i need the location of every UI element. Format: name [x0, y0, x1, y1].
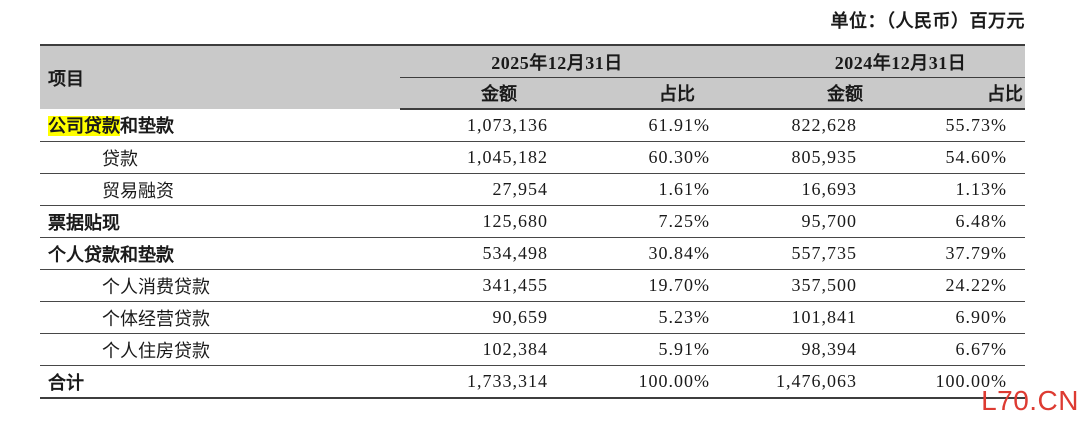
pct-2024-cell: 54.60%	[866, 141, 1025, 174]
row-label: 公司贷款和垫款	[40, 109, 400, 142]
pct-2024-cell: 37.79%	[866, 237, 1025, 270]
amount-2025-cell: 341,455	[400, 269, 556, 302]
table-row-trade-finance: 贸易融资 27,954 1.61% 16,693 1.13%	[40, 173, 1025, 206]
column-header-pct-2024: 占比	[866, 77, 1025, 110]
table-row-total: 合计 1,733,314 100.00% 1,476,063 100.00%	[40, 365, 1025, 399]
pct-2025-cell: 30.84%	[556, 237, 714, 270]
table-header: 项目 2025年12月31日 2024年12月31日 金额 占比 金额 占比	[40, 45, 1025, 110]
row-label: 个人消费贷款	[40, 269, 400, 302]
amount-2024-cell: 101,841	[714, 301, 866, 334]
row-label-rest: 和垫款	[120, 116, 174, 136]
pct-2024-cell: 1.13%	[866, 173, 1025, 206]
amount-2024-cell: 16,693	[714, 173, 866, 206]
row-label: 贸易融资	[40, 173, 400, 206]
amount-2024-cell: 557,735	[714, 237, 866, 270]
amount-2024-cell: 1,476,063	[714, 365, 866, 399]
pct-2024-cell: 6.90%	[866, 301, 1025, 334]
amount-2024-cell: 95,700	[714, 205, 866, 238]
table-row-personal-loans: 个人贷款和垫款 534,498 30.84% 557,735 37.79%	[40, 237, 1025, 270]
row-label: 个体经营贷款	[40, 301, 400, 334]
pct-2025-cell: 1.61%	[556, 173, 714, 206]
column-group-2024: 2024年12月31日	[714, 45, 1025, 78]
amount-2024-cell: 98,394	[714, 333, 866, 366]
amount-2025-cell: 1,733,314	[400, 365, 556, 399]
row-label: 票据贴现	[40, 205, 400, 238]
pct-2024-cell: 6.67%	[866, 333, 1025, 366]
loans-table: 项目 2025年12月31日 2024年12月31日 金额 占比 金额 占比 公…	[40, 44, 1025, 399]
amount-2025-cell: 90,659	[400, 301, 556, 334]
row-label: 贷款	[40, 141, 400, 174]
unit-label: 单位：（人民币）百万元	[830, 11, 1025, 31]
amount-2025-cell: 1,073,136	[400, 109, 556, 142]
column-group-2025: 2025年12月31日	[400, 45, 714, 78]
amount-2024-cell: 805,935	[714, 141, 866, 174]
amount-2025-cell: 1,045,182	[400, 141, 556, 174]
pct-2025-cell: 5.91%	[556, 333, 714, 366]
pct-2024-cell: 24.22%	[866, 269, 1025, 302]
pct-2025-cell: 7.25%	[556, 205, 714, 238]
column-header-pct-2025: 占比	[556, 77, 714, 110]
column-header-item: 项目	[40, 45, 400, 109]
table-row-loans: 贷款 1,045,182 60.30% 805,935 54.60%	[40, 141, 1025, 174]
amount-2025-cell: 534,498	[400, 237, 556, 270]
column-header-amount-2025: 金额	[400, 77, 556, 110]
row-label: 合计	[40, 365, 400, 399]
pct-2025-cell: 100.00%	[556, 365, 714, 399]
amount-2025-cell: 125,680	[400, 205, 556, 238]
highlighted-text: 公司贷款	[48, 116, 120, 136]
pct-2024-cell: 6.48%	[866, 205, 1025, 238]
pct-2025-cell: 61.91%	[556, 109, 714, 142]
amount-2025-cell: 102,384	[400, 333, 556, 366]
row-label: 个人住房贷款	[40, 333, 400, 366]
amount-2025-cell: 27,954	[400, 173, 556, 206]
pct-2025-cell: 19.70%	[556, 269, 714, 302]
watermark: L70.CN	[981, 385, 1079, 416]
pct-2024-cell: 100.00%	[866, 365, 1025, 399]
table-row-bill-discounting: 票据贴现 125,680 7.25% 95,700 6.48%	[40, 205, 1025, 238]
row-label: 个人贷款和垫款	[40, 237, 400, 270]
table-row-individual-business: 个体经营贷款 90,659 5.23% 101,841 6.90%	[40, 301, 1025, 334]
column-header-amount-2024: 金额	[714, 77, 866, 110]
table-row-personal-housing: 个人住房贷款 102,384 5.91% 98,394 6.67%	[40, 333, 1025, 366]
amount-2024-cell: 357,500	[714, 269, 866, 302]
pct-2025-cell: 60.30%	[556, 141, 714, 174]
table-row-corporate-loans: 公司贷款和垫款 1,073,136 61.91% 822,628 55.73%	[40, 109, 1025, 142]
pct-2025-cell: 5.23%	[556, 301, 714, 334]
amount-2024-cell: 822,628	[714, 109, 866, 142]
table-row-personal-consumption: 个人消费贷款 341,455 19.70% 357,500 24.22%	[40, 269, 1025, 302]
pct-2024-cell: 55.73%	[866, 109, 1025, 142]
